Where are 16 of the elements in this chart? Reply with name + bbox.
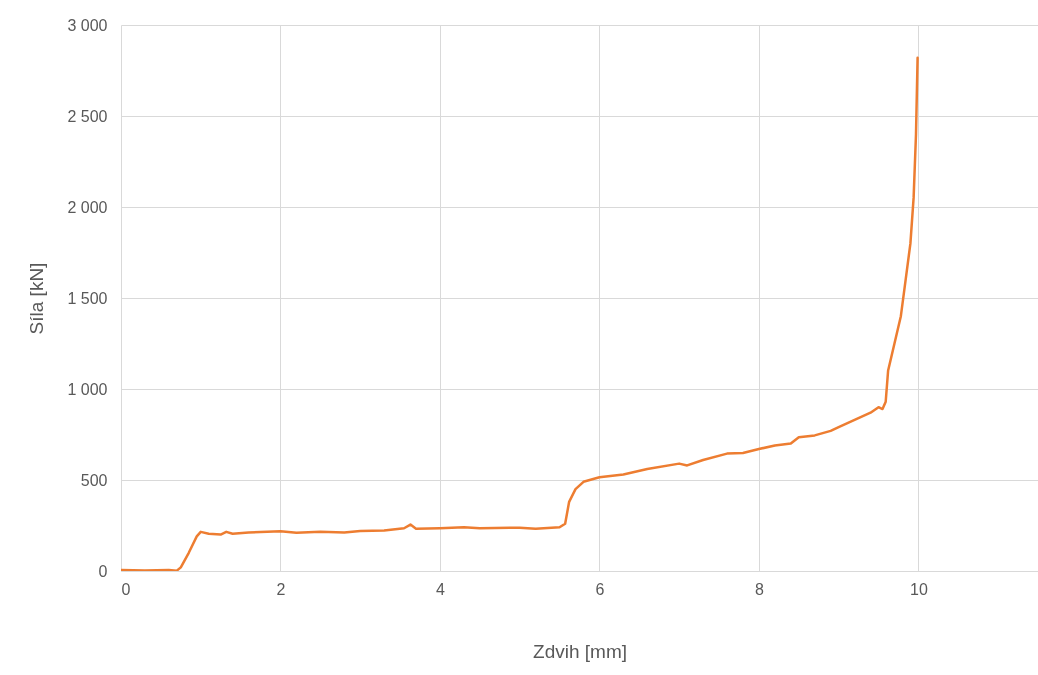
x-axis-title: Zdvih [mm] [533,640,627,662]
y-tick-label: 1 000 [67,380,108,398]
line-series [121,56,919,571]
x-tick-label: 2 [276,580,286,598]
y-tick-label: 2 500 [67,107,108,125]
x-tick-label: 10 [909,580,928,598]
y-axis-title: Síla [kN] [26,262,48,335]
y-tick-label: 1 500 [67,289,108,307]
x-tick-label: 4 [436,580,445,598]
x-tick-label: 6 [595,580,605,598]
y-tick-label: 2 000 [67,198,108,216]
y-tick-label: 3 000 [67,16,108,34]
y-tick-label: 0 [98,562,108,580]
y-tick-label: 500 [80,471,108,489]
x-tick-label: 0 [121,580,131,598]
x-tick-label: 8 [754,580,764,598]
